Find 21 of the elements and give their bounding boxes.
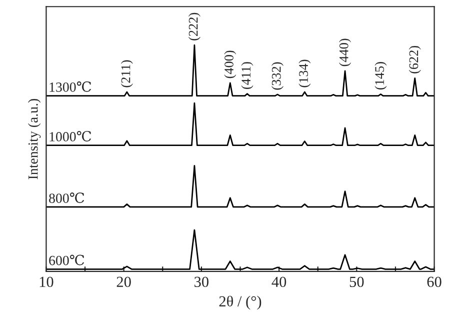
annotation: (400) (224, 50, 236, 78)
x-tick-label: 50 (350, 276, 364, 288)
annotation: (332) (272, 62, 284, 90)
series-label: 1300℃ (50, 81, 92, 92)
series-label: 1000℃ (50, 130, 92, 142)
x-tick-label: 20 (116, 276, 131, 288)
annotation: (145) (374, 62, 387, 90)
series-label: 800℃ (49, 192, 84, 204)
annotation: (622) (408, 46, 421, 74)
annotation: (440) (339, 38, 352, 66)
annotation: (211) (120, 60, 133, 88)
x-tick-label: 40 (272, 276, 286, 288)
annotation: (134) (298, 60, 311, 88)
x-axis-title: 2θ / (°) (219, 296, 262, 310)
x-tick-label: 10 (40, 276, 54, 288)
annotation: (411) (241, 62, 254, 90)
series-label: 600℃ (49, 254, 84, 266)
annotation: (222) (188, 12, 200, 40)
y-axis-title: Intensity (a.u.) (28, 98, 41, 180)
x-tick-label: 60 (427, 276, 442, 288)
x-tick-label: 30 (194, 276, 208, 288)
